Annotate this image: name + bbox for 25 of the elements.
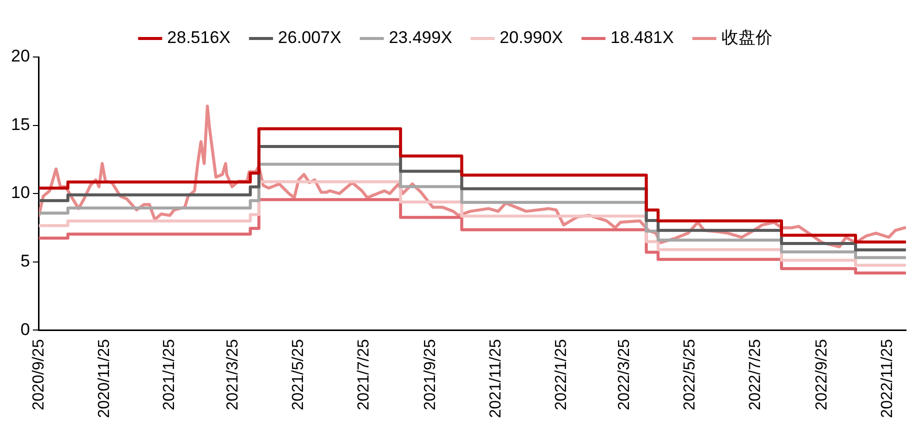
x-tick-label: 2022/1/25 [552, 339, 570, 410]
legend-label: 18.481X [610, 28, 674, 48]
x-tick-label: 2022/11/25 [879, 339, 896, 418]
y-tick-label: 0 [20, 320, 30, 339]
x-tick-label: 2021/1/25 [161, 339, 178, 410]
x-tick-label: 2020/9/25 [30, 339, 48, 410]
legend-label: 20.990X [500, 28, 564, 48]
legend-label: 收盘价 [721, 28, 772, 48]
x-tick-label: 2021/3/25 [224, 339, 242, 410]
legend-label: 23.499X [388, 28, 452, 48]
x-tick-label: 2021/5/25 [290, 339, 308, 410]
x-tick-label: 2020/11/25 [96, 339, 113, 418]
x-tick-label: 2021/7/25 [355, 339, 372, 410]
x-tick-label: 2021/9/25 [422, 339, 440, 410]
y-tick-label: 20 [10, 46, 30, 66]
x-tick-label: 2022/9/25 [814, 339, 831, 410]
y-tick-label: 5 [20, 252, 30, 271]
x-tick-label: 2022/7/25 [747, 339, 764, 410]
x-tick-label: 2022/3/25 [616, 339, 634, 410]
x-tick-label: 2022/5/25 [682, 339, 699, 410]
y-tick-label: 15 [10, 114, 30, 134]
x-tick-label: 2021/11/25 [487, 339, 504, 418]
legend-label: 26.007X [278, 28, 342, 48]
legend-label: 28.516X [167, 28, 231, 48]
y-tick-label: 10 [10, 183, 30, 202]
